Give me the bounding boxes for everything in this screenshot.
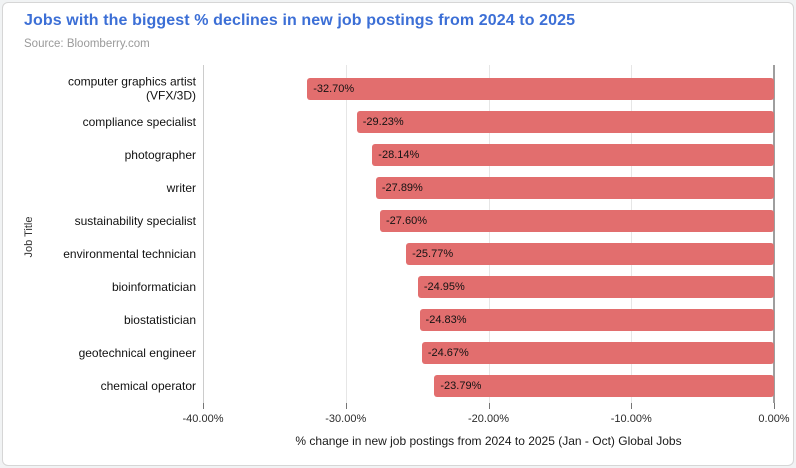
x-tick-label: -10.00% bbox=[610, 413, 652, 425]
gridline bbox=[345, 65, 347, 403]
bar bbox=[372, 143, 774, 166]
x-axis-tick bbox=[774, 403, 775, 409]
x-tick-label: -20.00% bbox=[468, 413, 509, 425]
bar bbox=[375, 176, 774, 199]
category-label: photographer bbox=[124, 147, 196, 162]
bar-value-label: -25.77% bbox=[412, 248, 454, 261]
x-axis-tick bbox=[345, 403, 347, 409]
x-axis-tick bbox=[488, 403, 490, 409]
bar bbox=[406, 243, 774, 266]
bar-value-label: -24.95% bbox=[423, 281, 465, 294]
category-label: environmental technician bbox=[63, 246, 196, 261]
x-tick-label: -30.00% bbox=[325, 413, 367, 425]
bar-value-label: -24.67% bbox=[427, 347, 469, 360]
bar bbox=[307, 77, 774, 100]
bar-value-label: -32.70% bbox=[313, 82, 355, 95]
category-label: compliance specialist bbox=[82, 114, 196, 129]
bar-value-label: -29.23% bbox=[362, 115, 404, 128]
bar bbox=[419, 309, 774, 332]
bar bbox=[380, 209, 774, 232]
category-label: computer graphics artist (VFX/3D) bbox=[67, 74, 196, 103]
category-label: writer bbox=[166, 180, 196, 195]
bar-value-label: -24.83% bbox=[425, 314, 467, 327]
bar bbox=[421, 342, 774, 365]
x-tick-label: -40.00% bbox=[182, 413, 224, 425]
category-label: geotechnical engineer bbox=[78, 346, 196, 361]
zero-axis-line bbox=[773, 65, 775, 403]
bar-value-label: -27.89% bbox=[381, 181, 423, 194]
category-label: biostatistician bbox=[123, 313, 196, 328]
source-note: Source: Bloomberry.com bbox=[24, 38, 150, 50]
gridline bbox=[631, 65, 633, 403]
bar-value-label: -28.14% bbox=[378, 148, 420, 161]
bar-value-label: -23.79% bbox=[440, 380, 482, 393]
plot-area: -40.00% -30.00% -20.00% -10.00% 0.00% -32.70%… bbox=[3, 3, 793, 465]
gridline bbox=[488, 65, 490, 403]
category-label: sustainability specialist bbox=[74, 213, 196, 228]
x-axis-title: % change in new job postings from 2024 t… bbox=[295, 434, 682, 448]
gridline bbox=[203, 65, 204, 403]
bar bbox=[417, 276, 774, 299]
category-label: bioinformatician bbox=[111, 279, 196, 294]
bar bbox=[356, 110, 774, 133]
bar-value-label: -27.60% bbox=[386, 214, 427, 227]
x-tick-label: 0.00% bbox=[758, 413, 790, 425]
bar bbox=[434, 375, 774, 398]
y-axis-title: Job Title bbox=[23, 216, 35, 258]
category-label: chemical operator bbox=[100, 379, 196, 394]
x-axis-tick bbox=[631, 403, 633, 409]
x-axis-tick bbox=[203, 403, 204, 409]
chart-title: Jobs with the biggest % declines in new … bbox=[24, 12, 576, 29]
